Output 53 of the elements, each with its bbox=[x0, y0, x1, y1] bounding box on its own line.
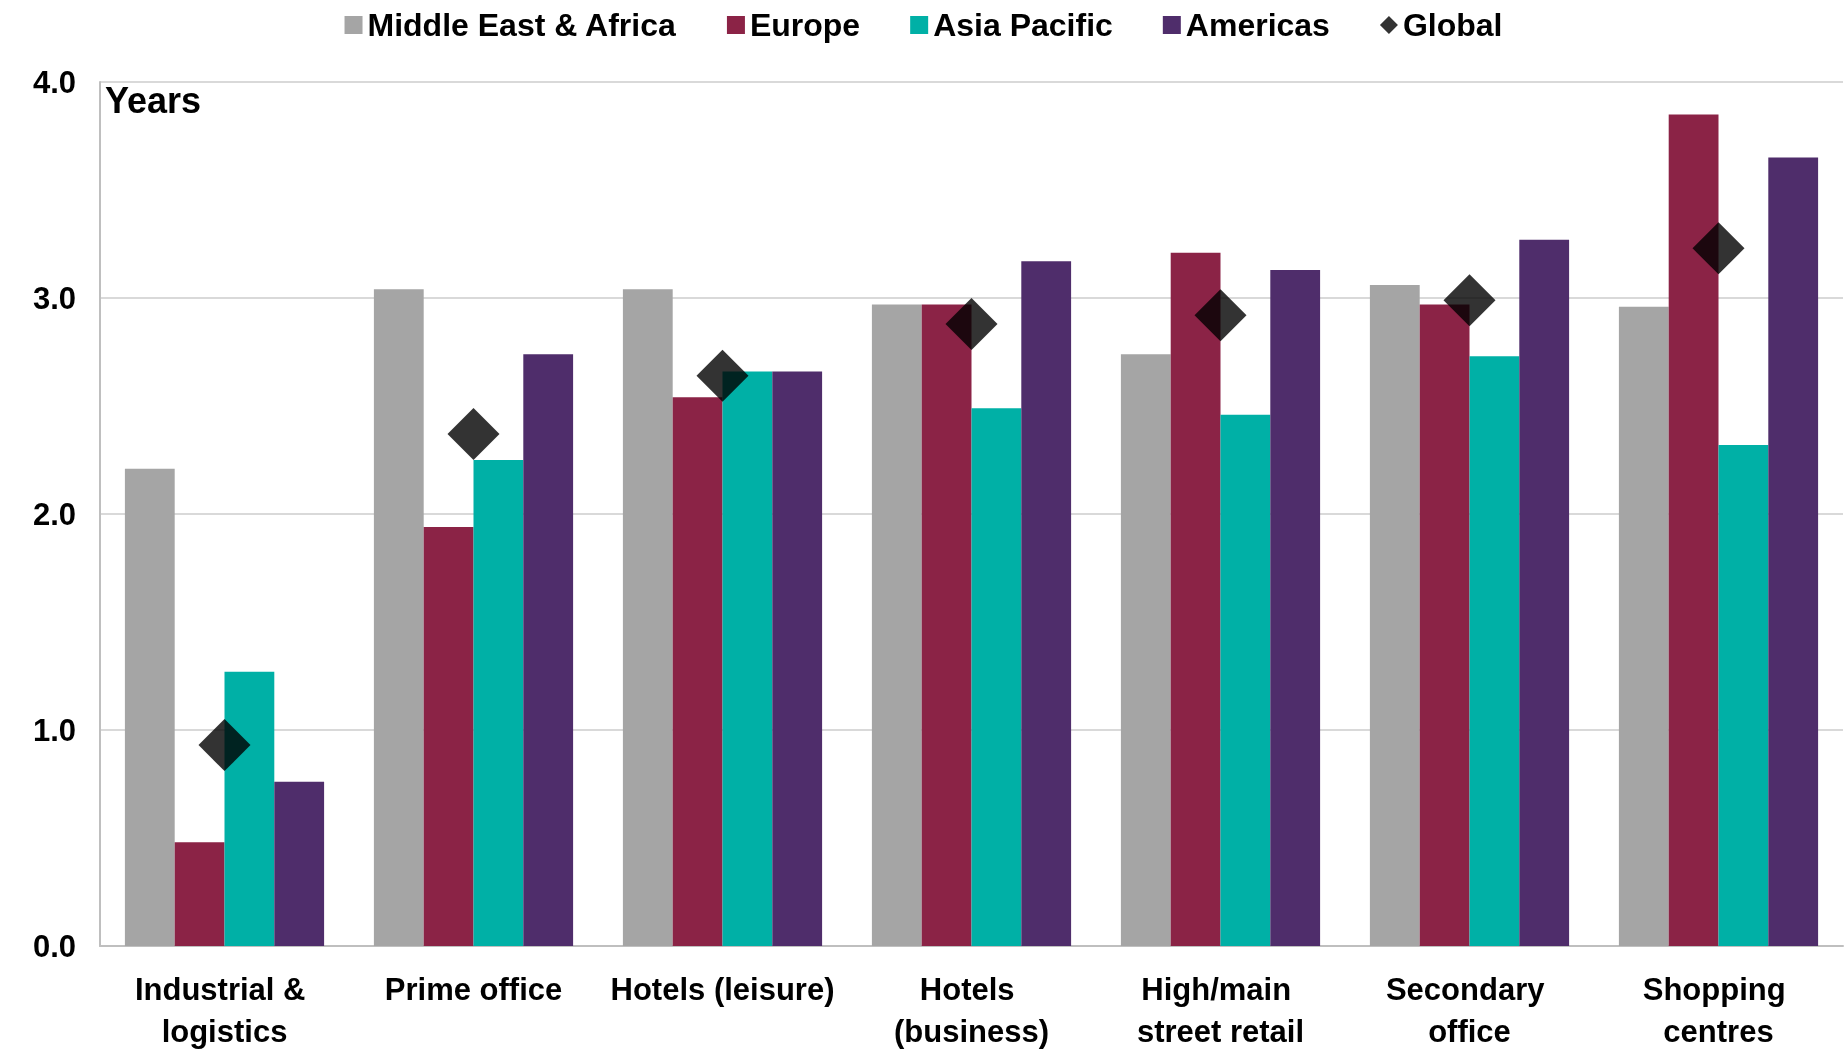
x-tick-label: Prime office bbox=[384, 971, 563, 1007]
bar bbox=[921, 304, 972, 946]
legend-label: Americas bbox=[1185, 7, 1330, 43]
bar bbox=[274, 781, 325, 946]
bar bbox=[1021, 261, 1072, 946]
point bbox=[1194, 289, 1247, 342]
bar bbox=[1718, 444, 1769, 946]
y-axis-title: Years bbox=[105, 79, 202, 121]
x-tick-label: Shopping centres bbox=[1642, 971, 1795, 1049]
bar bbox=[1519, 239, 1570, 946]
bar bbox=[622, 289, 673, 946]
x-tick-label: Hotels (business) bbox=[893, 971, 1050, 1049]
y-tick-label: 1.0 bbox=[32, 712, 76, 748]
bar bbox=[1469, 356, 1520, 946]
x-tick-label: High/main street retail bbox=[1136, 971, 1305, 1049]
y-tick-label: 0.0 bbox=[32, 928, 76, 964]
point bbox=[696, 349, 749, 402]
bar bbox=[373, 289, 424, 946]
bar bbox=[1369, 285, 1420, 946]
bar bbox=[772, 371, 823, 946]
bar bbox=[1668, 114, 1719, 946]
x-tick-label: Hotels (leisure) bbox=[610, 971, 835, 1007]
bar bbox=[971, 408, 1022, 946]
point bbox=[1692, 222, 1745, 275]
bar bbox=[174, 842, 225, 946]
bar bbox=[1220, 414, 1271, 946]
bar bbox=[871, 304, 922, 946]
bar bbox=[1270, 269, 1321, 946]
bar bbox=[124, 468, 175, 946]
bar bbox=[523, 354, 574, 946]
y-tick-label: 3.0 bbox=[32, 280, 76, 316]
bar bbox=[224, 671, 275, 946]
legend-label: Global bbox=[1402, 7, 1503, 43]
x-tick-label: Industrial & logistics bbox=[134, 971, 315, 1049]
bar bbox=[423, 526, 474, 946]
bar bbox=[722, 371, 773, 946]
point bbox=[447, 408, 500, 461]
bar bbox=[1768, 157, 1819, 946]
legend-label: Middle East & Africa bbox=[367, 7, 676, 43]
x-tick-label: Secondary office bbox=[1385, 971, 1554, 1049]
bar bbox=[672, 397, 723, 946]
bar bbox=[1618, 306, 1669, 946]
legend-label: Asia Pacific bbox=[933, 7, 1113, 43]
y-tick-label: 4.0 bbox=[32, 64, 76, 100]
point bbox=[198, 719, 251, 772]
y-tick-label: 2.0 bbox=[32, 496, 76, 532]
bar bbox=[1419, 304, 1470, 946]
bar bbox=[1170, 252, 1221, 946]
bar bbox=[473, 460, 524, 946]
legend-label: Europe bbox=[749, 7, 861, 43]
bar bbox=[1120, 354, 1171, 946]
point bbox=[1443, 274, 1496, 327]
point bbox=[945, 297, 998, 350]
